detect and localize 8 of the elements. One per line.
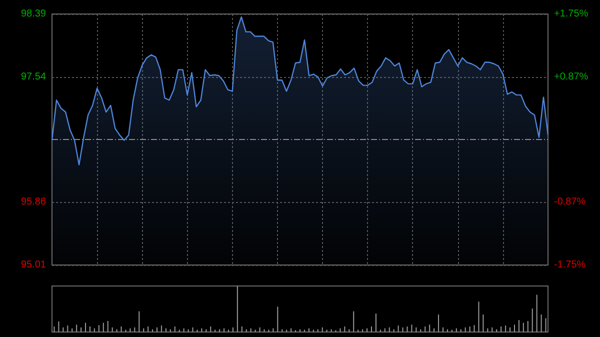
- y2-tick-label: -0.87%: [554, 196, 586, 208]
- y-tick-label: 95.86: [20, 196, 46, 208]
- y-tick-label: 95.01: [20, 260, 46, 270]
- y-tick-label: 98.39: [20, 8, 46, 20]
- y2-tick-label: +1.75%: [554, 8, 588, 20]
- y2-tick-label: -1.75%: [554, 260, 586, 270]
- y-tick-label: 97.54: [20, 72, 46, 83]
- y2-tick-label: +0.87%: [554, 72, 588, 83]
